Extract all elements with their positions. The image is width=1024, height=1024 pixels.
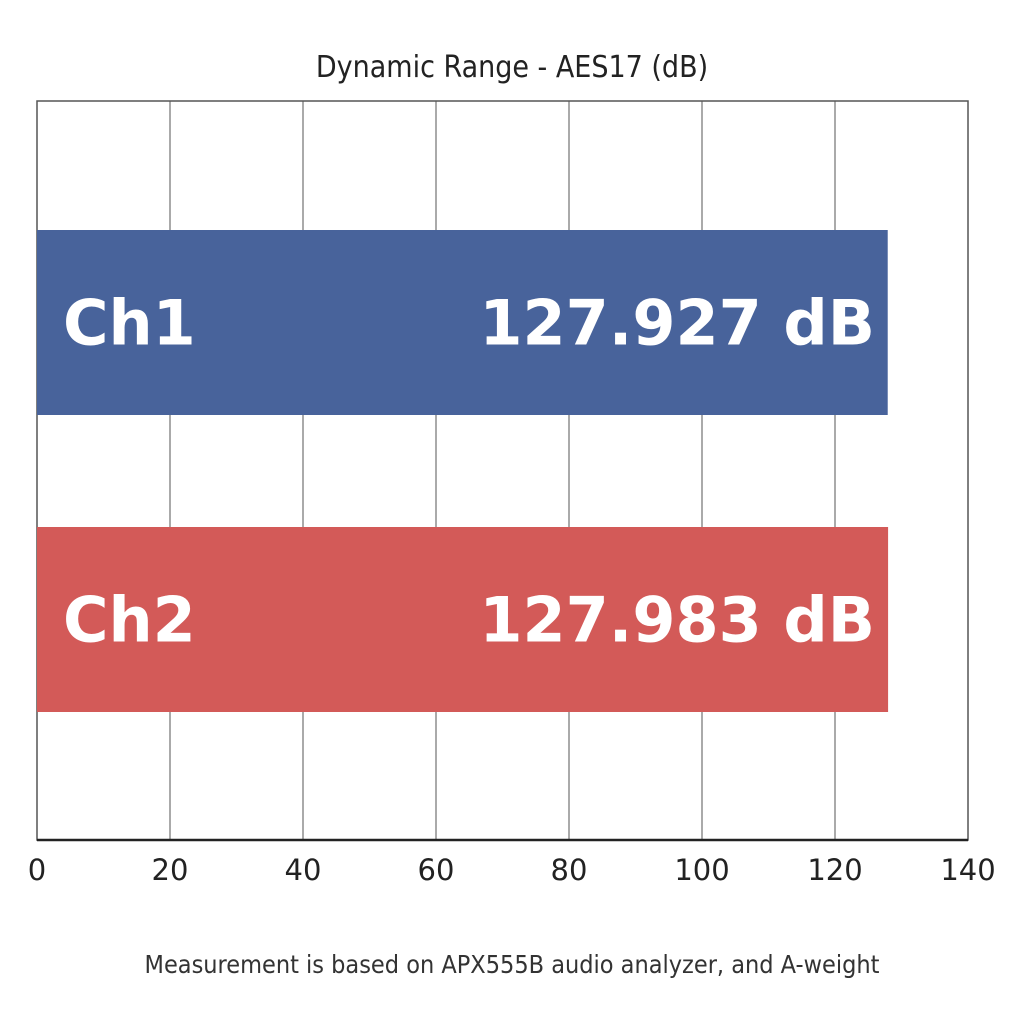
bar-ch1 [37,230,888,415]
x-tick-label: 100 [674,853,729,887]
x-tick-label: 60 [418,853,455,887]
bar-category-label: Ch1 [63,287,196,360]
chart-footnote: Measurement is based on APX555B audio an… [144,950,880,979]
x-tick-label: 140 [940,853,995,887]
chart-title: Dynamic Range - AES17 (dB) [315,50,709,85]
bar-value-label: 127.983 dB [479,584,875,657]
bar-category-label: Ch2 [63,584,196,657]
plot-frame [36,100,969,841]
x-tick-label: 0 [28,853,46,887]
bar-ch2 [37,527,889,712]
x-tick-label: 80 [551,853,588,887]
x-tick-label: 40 [285,853,322,887]
x-tick-label: 120 [807,853,862,887]
x-tick-label: 20 [152,853,189,887]
bar-value-label: 127.927 dB [479,287,875,360]
